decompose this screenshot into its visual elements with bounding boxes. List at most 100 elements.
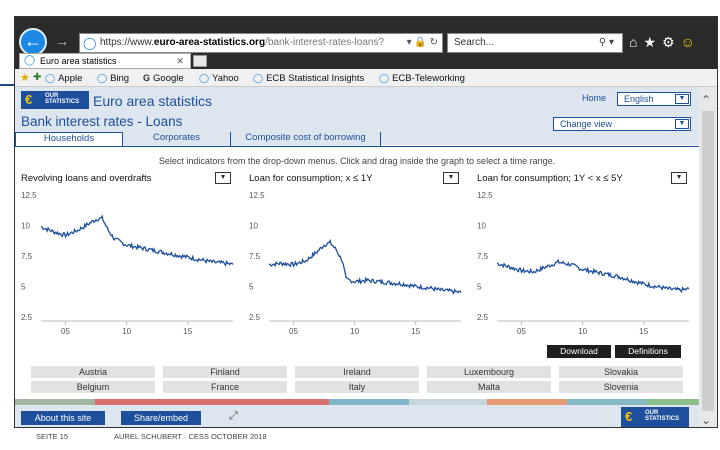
series-line xyxy=(497,258,690,294)
tab-bar: Households Corporates Composite cost of … xyxy=(15,132,699,146)
ie-icon: ◯ xyxy=(253,73,264,83)
our-statistics-logo[interactable]: € OUR STATISTICS xyxy=(621,407,689,427)
tab-composite-cost[interactable]: Composite cost of borrowing xyxy=(231,132,381,146)
forward-arrow-icon[interactable]: → xyxy=(55,33,69,49)
url-domain: euro-area-statistics.org xyxy=(153,37,266,48)
change-view-value: Change view xyxy=(560,119,613,129)
country-button-ireland[interactable]: Ireland xyxy=(295,366,419,378)
slide-author: AUREL SCHUBERT · CESS OCTOBER 2018 xyxy=(114,432,267,441)
change-view-select[interactable]: Change view ▼ xyxy=(553,117,691,131)
about-button[interactable]: About this site xyxy=(21,411,105,425)
y-tick-label: 5 xyxy=(21,283,26,292)
x-tick-label: 10 xyxy=(122,327,131,336)
fullscreen-expand-icon[interactable]: ⤢ xyxy=(229,410,238,422)
browser-tab[interactable]: ◯ Euro area statistics ✕ xyxy=(19,53,191,69)
favorite-bing[interactable]: ◯ Bing xyxy=(97,69,129,88)
country-button-slovenia[interactable]: Slovenia xyxy=(559,381,683,393)
y-tick-label: 7.5 xyxy=(477,252,489,261)
ie-icon: ◯ xyxy=(45,73,56,83)
favorite-ecb-insights[interactable]: ◯ ECB Statistical Insights xyxy=(253,69,364,88)
chart-1-indicator-dropdown[interactable]: ▼ xyxy=(215,172,231,184)
favorite-ecb-teleworking[interactable]: ◯ ECB-Teleworking xyxy=(379,69,465,88)
tab-divider xyxy=(15,146,699,147)
country-button-belgium[interactable]: Belgium xyxy=(31,381,155,393)
country-colorbar-segment xyxy=(647,399,699,405)
country-button-malta[interactable]: Malta xyxy=(427,381,551,393)
add-favorite-icon[interactable]: ✚ xyxy=(33,72,42,83)
site-title: Euro area statistics xyxy=(93,93,213,109)
chart-1[interactable]: 2.5 5 7.5 10 12.5 05 10 15 xyxy=(19,187,241,343)
logo-text: OUR STATISTICS xyxy=(45,93,80,105)
chevron-down-icon: ▼ xyxy=(675,119,689,129)
country-colorbar-segment xyxy=(329,399,409,405)
country-button-slovakia[interactable]: Slovakia xyxy=(559,366,683,378)
language-select[interactable]: English ▼ xyxy=(617,92,691,106)
country-button-luxembourg[interactable]: Luxembourg xyxy=(427,366,551,378)
favorite-apple[interactable]: ◯ Apple xyxy=(45,69,82,88)
chart-3-title: Loan for consumption; 1Y < x ≤ 5Y xyxy=(477,173,623,184)
home-icon[interactable]: ⌂ xyxy=(629,34,644,50)
favorite-label: Bing xyxy=(110,73,130,84)
address-bar[interactable]: ◯ https://www.euro-area-statistics.org/b… xyxy=(79,33,443,53)
country-button-italy[interactable]: Italy xyxy=(295,381,419,393)
back-arrow-icon[interactable]: ← xyxy=(19,28,47,56)
toolbar-icons: ⌂★⚙☺ xyxy=(629,34,701,51)
download-button[interactable]: Download xyxy=(547,345,611,358)
country-button-france[interactable]: France xyxy=(163,381,287,393)
vertical-scrollbar[interactable]: ⌃ ⌄ xyxy=(699,87,717,427)
slide-accent-line xyxy=(0,84,14,86)
chart-2[interactable]: 2.5 5 7.5 10 12.5 05 10 15 xyxy=(247,187,469,343)
ie-icon: ◯ xyxy=(199,73,210,83)
ie-icon: ◯ xyxy=(97,73,108,83)
y-tick-label: 5 xyxy=(477,283,482,292)
favorite-label: Yahoo xyxy=(212,73,239,84)
chart-2-indicator-dropdown[interactable]: ▼ xyxy=(443,172,459,184)
address-controls[interactable]: ▾ 🔒 ↻ xyxy=(406,37,438,48)
chart-3-indicator-dropdown[interactable]: ▼ xyxy=(671,172,687,184)
favorite-google[interactable]: G Google xyxy=(143,69,184,88)
x-tick-label: 05 xyxy=(61,327,70,336)
smiley-feedback-icon[interactable]: ☺ xyxy=(680,34,701,50)
scrollbar-thumb[interactable] xyxy=(702,111,714,411)
search-placeholder: Search... xyxy=(454,37,495,48)
home-link[interactable]: Home xyxy=(582,93,607,103)
ie-icon: ◯ xyxy=(379,73,390,83)
x-tick-label: 05 xyxy=(517,327,526,336)
search-box[interactable]: Search... ⚲ ▾ xyxy=(447,33,623,53)
y-tick-label: 10 xyxy=(249,222,258,231)
chart-2-title: Loan for consumption; x ≤ 1Y xyxy=(249,173,373,184)
definitions-button[interactable]: Definitions xyxy=(615,345,681,358)
y-tick-label: 12.5 xyxy=(249,191,265,200)
x-tick-label: 05 xyxy=(289,327,298,336)
x-tick-label: 10 xyxy=(578,327,587,336)
favorites-star-icon[interactable]: ★ xyxy=(643,34,663,50)
favorite-label: Google xyxy=(153,73,184,84)
gear-icon[interactable]: ⚙ xyxy=(662,34,681,50)
country-button-finland[interactable]: Finland xyxy=(163,366,287,378)
browser-titlebar: ← → ◯ https://www.euro-area-statistics.o… xyxy=(15,17,717,69)
euro-logo-icon: € xyxy=(625,409,633,424)
favorite-yahoo[interactable]: ◯ Yahoo xyxy=(199,69,239,88)
bottom-bar: About this site Share/embed ⤢ € OUR STAT… xyxy=(15,405,699,427)
favorite-label: Apple xyxy=(58,73,83,84)
tab-households[interactable]: Households xyxy=(15,132,123,146)
y-tick-label: 2.5 xyxy=(249,313,261,322)
search-icon[interactable]: ⚲ ▾ xyxy=(598,37,614,48)
scroll-down-icon[interactable]: ⌄ xyxy=(701,413,712,427)
favorites-star-icon[interactable]: ★ xyxy=(20,72,30,84)
new-tab-button[interactable] xyxy=(193,55,207,67)
x-tick-label: 15 xyxy=(183,327,192,336)
our-statistics-logo[interactable]: € OUR STATISTICS xyxy=(21,91,89,109)
page-title: Bank interest rates - Loans xyxy=(21,114,183,129)
close-icon[interactable]: ✕ xyxy=(176,56,184,66)
scroll-up-icon[interactable]: ⌃ xyxy=(701,93,712,107)
series-line xyxy=(40,214,234,267)
ie-icon: ◯ xyxy=(83,36,97,50)
ie-icon: ◯ xyxy=(24,55,36,66)
country-button-austria[interactable]: Austria xyxy=(31,366,155,378)
share-embed-button[interactable]: Share/embed xyxy=(121,411,201,425)
browser-window: ← → ◯ https://www.euro-area-statistics.o… xyxy=(14,16,718,428)
chart-3[interactable]: 2.5 5 7.5 10 12.5 05 10 15 xyxy=(475,187,697,343)
tab-corporates[interactable]: Corporates xyxy=(123,132,231,146)
x-tick-label: 15 xyxy=(639,327,648,336)
